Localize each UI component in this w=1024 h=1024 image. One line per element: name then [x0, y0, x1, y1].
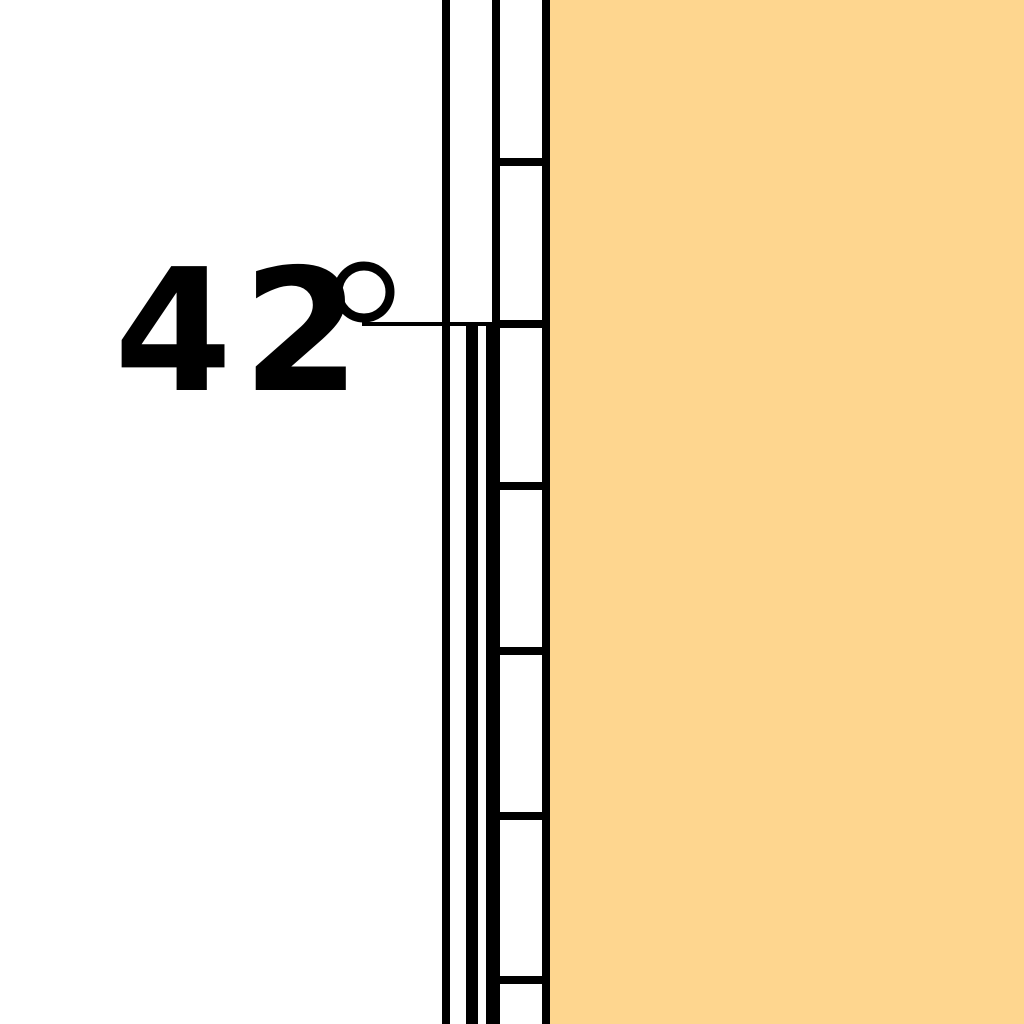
scale-fill-region [546, 0, 1024, 1024]
temperature-reading: 42 [114, 233, 371, 431]
degree-symbol [333, 261, 395, 323]
scale-ticks [496, 158, 546, 984]
